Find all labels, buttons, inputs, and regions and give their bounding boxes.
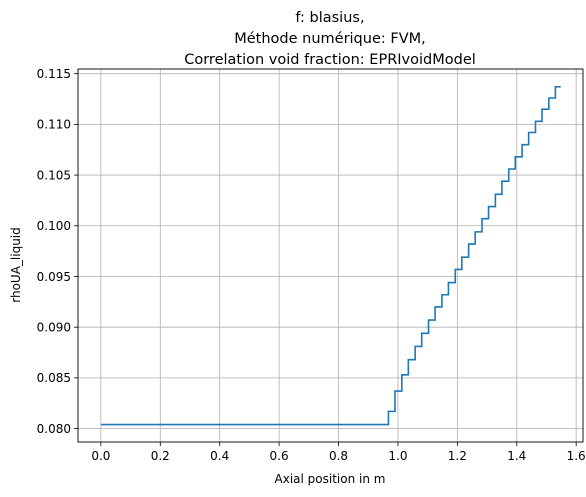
x-tick-label: 1.6 bbox=[567, 449, 586, 463]
y-tick-label: 0.105 bbox=[37, 168, 71, 182]
grid-lines bbox=[78, 69, 583, 442]
x-tick-label: 1.2 bbox=[448, 449, 467, 463]
y-tick-label: 0.095 bbox=[37, 270, 71, 284]
x-axis-label: Axial position in m bbox=[275, 472, 386, 486]
chart-title: f: blasius, Méthode numérique: FVM, Corr… bbox=[184, 10, 476, 68]
y-tick-label: 0.090 bbox=[37, 320, 71, 334]
x-tick-label: 0.0 bbox=[91, 449, 110, 463]
x-axis-ticks: 0.0 0.2 0.4 0.6 0.8 1.0 1.2 1.4 1.6 bbox=[91, 442, 586, 463]
y-axis-label: rhoUA_liquid bbox=[9, 227, 23, 303]
x-tick-label: 0.8 bbox=[329, 449, 348, 463]
title-line-1: f: blasius, bbox=[295, 10, 364, 26]
y-tick-label: 0.110 bbox=[37, 118, 71, 132]
x-tick-label: 0.2 bbox=[151, 449, 170, 463]
y-axis-ticks: 0.080 0.085 0.090 0.095 0.100 0.105 0.110 0.115 bbox=[37, 67, 78, 436]
x-tick-label: 1.4 bbox=[507, 449, 526, 463]
plot-area bbox=[100, 86, 561, 426]
y-tick-label: 0.115 bbox=[37, 67, 71, 81]
title-line-2: Méthode numérique: FVM, bbox=[234, 31, 426, 47]
title-line-3: Correlation void fraction: EPRIvoidModel bbox=[184, 52, 476, 68]
y-tick-label: 0.085 bbox=[37, 371, 71, 385]
x-tick-label: 1.0 bbox=[388, 449, 407, 463]
series-line bbox=[100, 86, 561, 426]
axes-frame bbox=[77, 68, 584, 443]
y-tick-label: 0.080 bbox=[37, 422, 71, 436]
y-tick-label: 0.100 bbox=[37, 219, 71, 233]
x-tick-label: 0.4 bbox=[210, 449, 229, 463]
x-tick-label: 0.6 bbox=[270, 449, 289, 463]
